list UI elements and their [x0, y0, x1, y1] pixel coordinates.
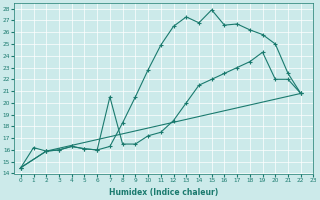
X-axis label: Humidex (Indice chaleur): Humidex (Indice chaleur): [109, 188, 219, 197]
